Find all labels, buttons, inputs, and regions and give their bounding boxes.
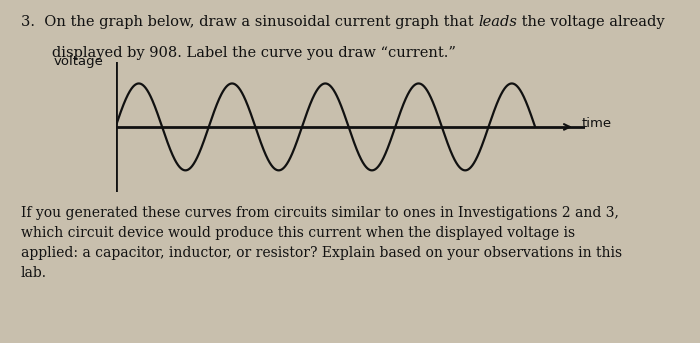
Text: the voltage already: the voltage already: [517, 15, 665, 29]
Text: time: time: [582, 117, 612, 130]
Text: voltage: voltage: [53, 55, 103, 68]
Text: 3.  On the graph below, draw a sinusoidal current graph that: 3. On the graph below, draw a sinusoidal…: [21, 15, 478, 29]
Text: leads: leads: [478, 15, 517, 29]
Text: If you generated these curves from circuits similar to ones in Investigations 2 : If you generated these curves from circu…: [21, 206, 622, 280]
Text: displayed by 908. Label the curve you draw “current.”: displayed by 908. Label the curve you dr…: [38, 46, 456, 60]
